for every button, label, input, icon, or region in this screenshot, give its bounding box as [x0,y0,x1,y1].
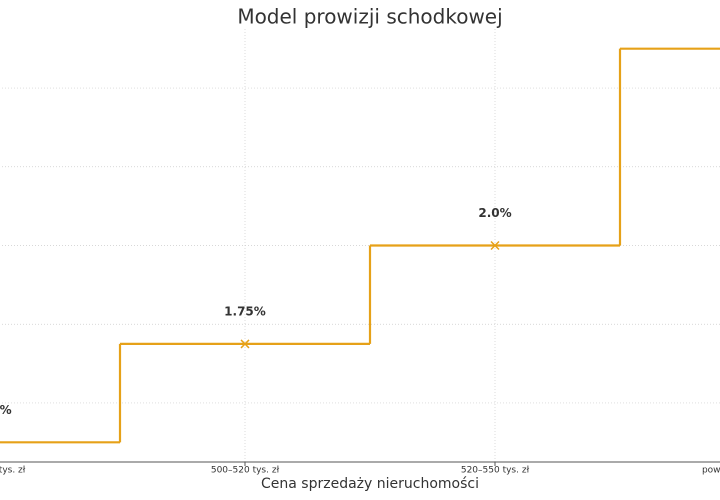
x-tick-label: 500–520 tys. zł [211,466,280,476]
value-label: 1.5% [0,403,12,417]
value-label: 1.75% [224,304,266,318]
x-axis-label: Cena sprzedaży nieruchomości [261,476,479,492]
x-tick-label: do 500 tys. zł [0,466,26,476]
chart-title: Model prowizji schodkowej [237,5,502,29]
marker [240,339,250,349]
value-label: 2.0% [478,206,511,220]
x-tick-label: 520–550 tys. zł [461,466,530,476]
marker [490,240,500,251]
x-tick-label: powyżej 550 tys. zł [702,466,720,476]
